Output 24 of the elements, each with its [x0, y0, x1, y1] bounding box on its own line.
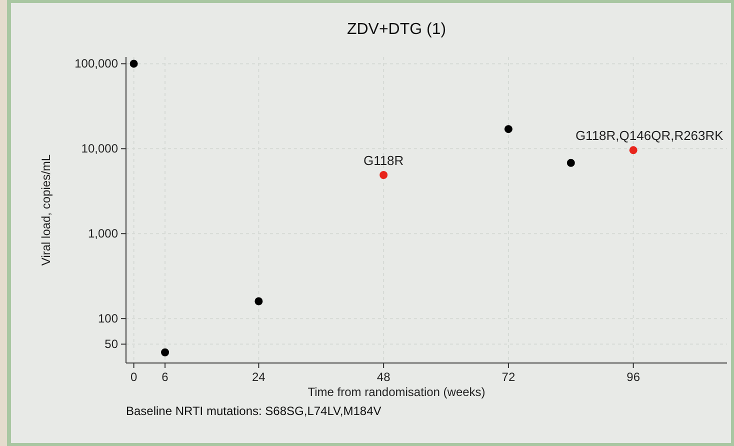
x-tick-label: 6	[162, 370, 169, 384]
annotation: G118R	[363, 152, 404, 168]
text: Baseline NRTI mutations: S68SG,L74LV,M184V	[126, 404, 382, 418]
x-tick-label: 96	[626, 370, 640, 384]
point	[566, 158, 575, 167]
point	[161, 348, 170, 356]
point	[380, 171, 388, 179]
x-tick-label: 48	[376, 370, 391, 384]
y-tick-label: 100	[98, 312, 118, 326]
x-tick-label: 0	[130, 370, 138, 384]
point	[504, 125, 512, 134]
x-tick-label: 72	[502, 370, 516, 384]
point	[254, 297, 263, 306]
annotation: G118R,Q146QR,R263RK	[575, 128, 724, 144]
y-tick-label: 1,000	[88, 226, 118, 241]
x-axis-title: Time from randomisation (weeks)	[308, 385, 486, 399]
x-tick-label: 24	[252, 370, 266, 384]
point	[629, 146, 638, 154]
y-tick-label: 10,000	[81, 142, 118, 156]
point	[130, 60, 138, 68]
y-tick-label: 50	[104, 337, 118, 352]
y-axis-title: Viral load, copies/mL	[39, 154, 53, 266]
y-tick-label: 100,000	[74, 56, 118, 71]
chart-title: ZDV+DTG (1)	[346, 21, 446, 38]
